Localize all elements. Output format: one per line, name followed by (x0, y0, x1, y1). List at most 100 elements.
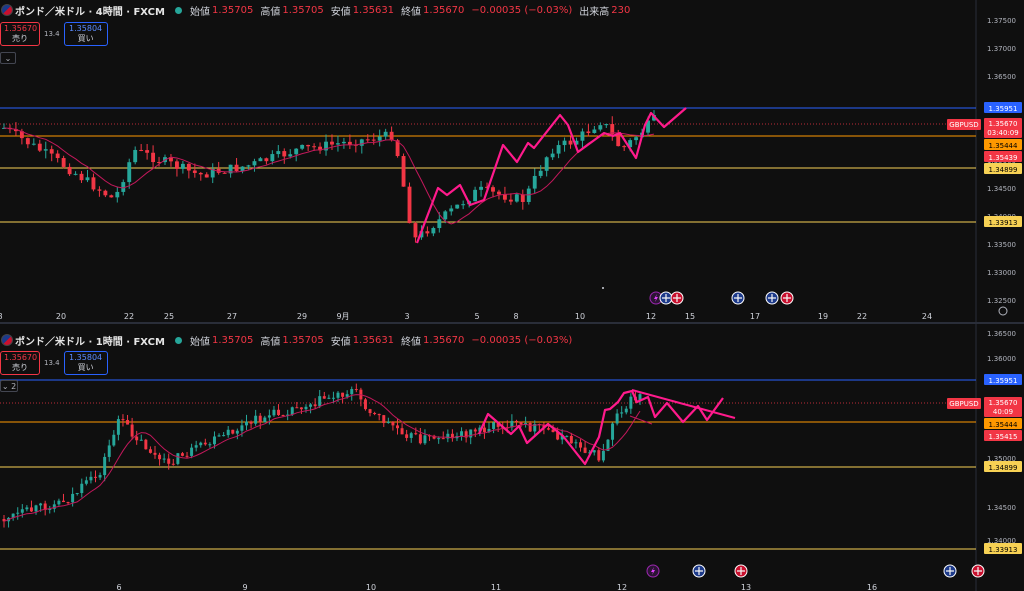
candle-body[interactable] (592, 129, 597, 133)
candle-body[interactable] (185, 455, 189, 457)
candle-body[interactable] (568, 140, 573, 145)
candle-body[interactable] (127, 162, 132, 183)
candle-body[interactable] (121, 182, 126, 192)
candle-body[interactable] (288, 154, 293, 157)
candle-body[interactable] (418, 434, 422, 444)
candle-body[interactable] (139, 149, 144, 151)
candle-body[interactable] (67, 166, 72, 175)
candle-body[interactable] (55, 153, 60, 159)
candle-body[interactable] (144, 439, 148, 450)
candle-body[interactable] (240, 425, 244, 431)
candle-body[interactable] (37, 143, 42, 151)
candle-body[interactable] (496, 422, 500, 427)
candle-body[interactable] (135, 436, 139, 441)
candle-body[interactable] (407, 186, 412, 224)
candle-body[interactable] (482, 427, 486, 433)
candle-body[interactable] (556, 145, 561, 154)
candle-body[interactable] (270, 154, 275, 162)
candle-body[interactable] (414, 433, 418, 435)
candle-body[interactable] (16, 512, 20, 514)
candle-body[interactable] (368, 409, 372, 414)
candle-body[interactable] (428, 435, 432, 437)
candle-body[interactable] (109, 195, 114, 198)
candle-body[interactable] (204, 174, 209, 178)
candle-body[interactable] (245, 421, 248, 426)
candle-body[interactable] (528, 423, 532, 432)
candle-body[interactable] (91, 177, 96, 190)
candle-body[interactable] (514, 194, 519, 202)
candle-body[interactable] (145, 150, 150, 153)
candle-body[interactable] (43, 149, 48, 151)
candle-body[interactable] (611, 423, 615, 440)
candle-body[interactable] (300, 144, 305, 149)
candle-body[interactable] (43, 503, 47, 510)
candle-body[interactable] (299, 407, 303, 410)
candle-body[interactable] (198, 172, 203, 175)
candle-body[interactable] (336, 392, 340, 398)
candle-body[interactable] (646, 120, 650, 133)
candle-body[interactable] (401, 156, 406, 187)
candle-body[interactable] (176, 453, 180, 464)
candle-body[interactable] (601, 450, 605, 461)
candle-body[interactable] (341, 141, 346, 144)
candle-body[interactable] (281, 415, 285, 417)
candle-body[interactable] (580, 131, 585, 141)
candle-body[interactable] (103, 190, 108, 196)
candle-body[interactable] (186, 163, 191, 171)
candle-body[interactable] (290, 407, 294, 415)
candle-body[interactable] (75, 493, 79, 495)
candle-body[interactable] (295, 407, 299, 409)
candle-body[interactable] (592, 450, 596, 453)
candle-body[interactable] (180, 453, 184, 456)
candle-body[interactable] (94, 476, 97, 478)
candle-body[interactable] (116, 419, 120, 435)
candle-body[interactable] (13, 129, 18, 132)
chart-pane-1h[interactable]: 1.36500 1.36000 1.35000 1.34500 1.34000 6 9 10 1… (0, 324, 1024, 591)
candle-body[interactable] (532, 175, 537, 189)
candle-body[interactable] (203, 442, 207, 445)
candle-body[interactable] (234, 164, 239, 172)
candle-body[interactable] (194, 445, 198, 448)
candle-body[interactable] (254, 415, 258, 424)
candle-body[interactable] (469, 429, 473, 438)
candle-body[interactable] (112, 434, 116, 446)
candle-body[interactable] (396, 425, 399, 429)
candle-body[interactable] (583, 447, 587, 453)
candle-body[interactable] (231, 429, 235, 434)
candle-body[interactable] (437, 438, 441, 440)
candle-body[interactable] (190, 447, 194, 456)
candle-body[interactable] (199, 442, 203, 446)
candle-body[interactable] (11, 513, 15, 518)
candle-body[interactable] (377, 413, 381, 416)
candle-body[interactable] (263, 417, 267, 423)
candle-body[interactable] (222, 172, 227, 174)
candle-body[interactable] (574, 442, 578, 444)
candle-body[interactable] (533, 423, 537, 432)
candle-body[interactable] (85, 177, 90, 181)
candle-body[interactable] (222, 435, 226, 437)
candle-body[interactable] (616, 134, 621, 147)
candle-body[interactable] (345, 394, 349, 397)
candle-body[interactable] (331, 397, 335, 399)
candle-body[interactable] (25, 507, 29, 510)
candle-body[interactable] (25, 138, 30, 145)
candle-body[interactable] (363, 399, 367, 410)
candle-body[interactable] (61, 500, 65, 503)
candle-body[interactable] (240, 166, 245, 172)
candle-body[interactable] (267, 415, 271, 418)
sell-button[interactable]: 1.35670 売り (0, 22, 40, 46)
candle-body[interactable] (547, 428, 550, 430)
candle-body[interactable] (391, 421, 395, 426)
candle-body[interactable] (162, 458, 166, 460)
candle-body[interactable] (620, 412, 624, 414)
candle-body[interactable] (180, 163, 185, 169)
candle-body[interactable] (354, 389, 358, 391)
indicators-toggle[interactable]: ⌄ 2 (0, 380, 18, 392)
candle-body[interactable] (510, 420, 514, 428)
candle-body[interactable] (282, 151, 287, 157)
candle-body[interactable] (20, 509, 24, 513)
candle-body[interactable] (48, 508, 52, 510)
candle-body[interactable] (258, 158, 263, 162)
candle-body[interactable] (249, 421, 253, 424)
candle-body[interactable] (294, 148, 299, 155)
